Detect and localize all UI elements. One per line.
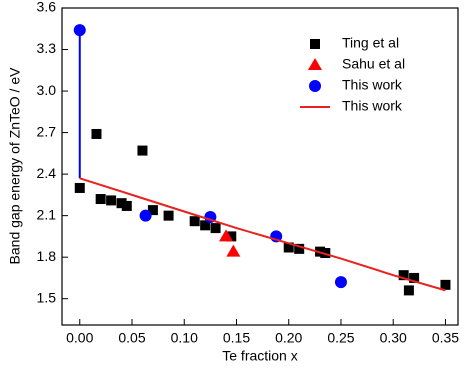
- data-point: [91, 128, 102, 139]
- data-point: [409, 272, 420, 283]
- data-point: [283, 242, 294, 253]
- legend-label: This work: [342, 77, 403, 93]
- x-tick-label: 0.10: [171, 330, 198, 346]
- data-point: [147, 205, 158, 216]
- data-point: [137, 145, 148, 156]
- y-tick-label: 3.0: [37, 82, 57, 98]
- legend-label: This work: [342, 98, 403, 114]
- data-point: [73, 24, 86, 37]
- data-point: [106, 195, 117, 206]
- x-tick-label: 0.15: [223, 330, 250, 346]
- x-tick-label: 0.35: [432, 330, 459, 346]
- data-point: [189, 216, 200, 227]
- data-point: [74, 182, 85, 193]
- y-axis-label: Band gap energy of ZnTeO / eV: [7, 67, 23, 265]
- y-tick-label: 3.6: [37, 0, 57, 15]
- y-tick-label: 3.3: [37, 40, 57, 56]
- x-tick-label: 0.30: [380, 330, 407, 346]
- data-point: [116, 198, 127, 209]
- legend-swatch: [309, 80, 321, 92]
- data-point: [139, 209, 152, 222]
- data-point: [200, 220, 211, 231]
- data-point: [294, 243, 305, 254]
- y-tick-label: 2.4: [37, 165, 57, 181]
- x-tick-label: 0.05: [118, 330, 145, 346]
- data-point: [210, 223, 221, 234]
- x-tick-label: 0.25: [327, 330, 354, 346]
- fit-line: [79, 177, 446, 292]
- y-tick-label: 2.7: [37, 123, 57, 139]
- data-point: [219, 229, 234, 242]
- data-point: [226, 244, 241, 257]
- data-point: [334, 276, 347, 289]
- data-point: [398, 270, 409, 281]
- y-tick-label: 1.8: [37, 248, 57, 264]
- data-point: [95, 194, 106, 205]
- data-point: [163, 210, 174, 221]
- data-point: [440, 279, 451, 290]
- y-tick-label: 2.1: [37, 206, 57, 222]
- legend-label: Ting et al: [342, 35, 399, 51]
- legend-swatch: [308, 58, 322, 70]
- data-point: [226, 231, 237, 242]
- data-point: [121, 200, 132, 211]
- legend-label: Sahu et al: [342, 56, 405, 72]
- data-point: [403, 285, 414, 296]
- x-axis-label: Te fraction x: [222, 348, 297, 364]
- x-tick-label: 0.00: [66, 330, 93, 346]
- y-tick-label: 1.5: [37, 289, 57, 305]
- x-tick-label: 0.20: [275, 330, 302, 346]
- legend-swatch: [310, 39, 320, 49]
- plot-frame: [61, 7, 459, 326]
